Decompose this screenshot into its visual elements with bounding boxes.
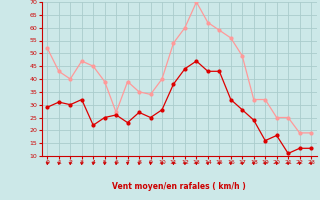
X-axis label: Vent moyen/en rafales ( km/h ): Vent moyen/en rafales ( km/h ): [112, 182, 246, 191]
